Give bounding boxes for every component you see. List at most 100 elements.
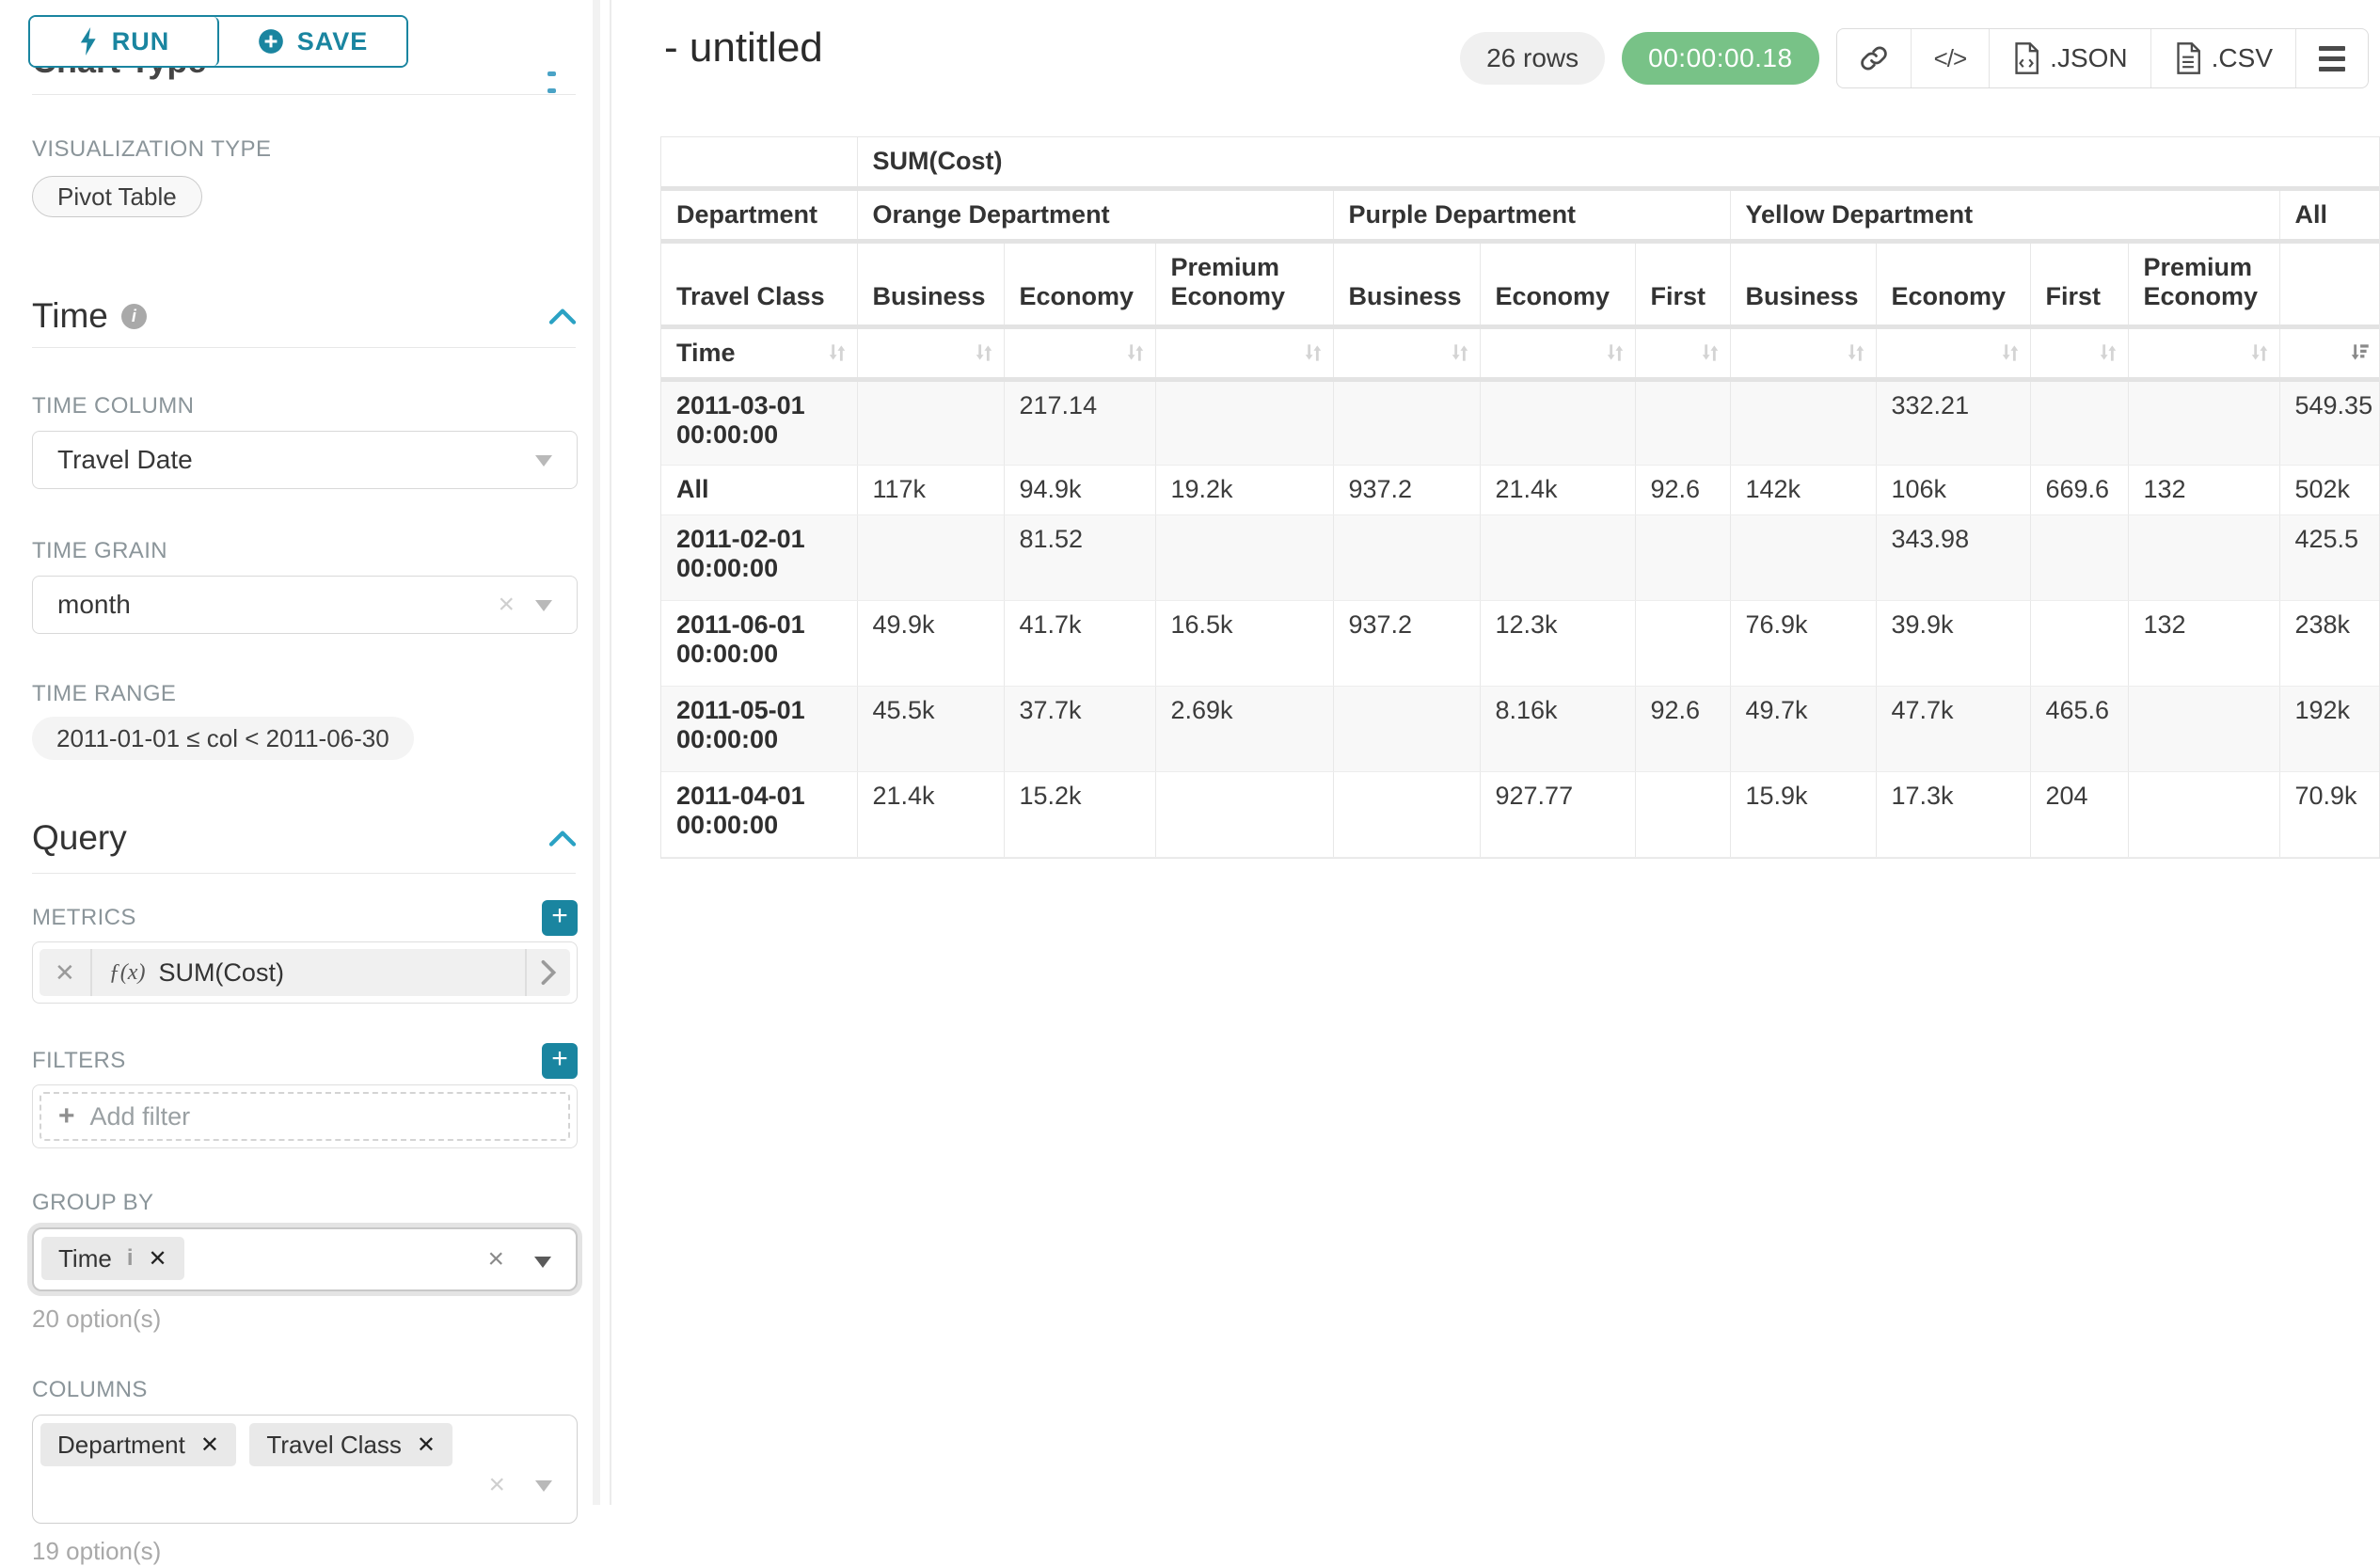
add-filter-dropzone[interactable]: + Add filter (40, 1092, 570, 1141)
value-cell: 76.9k (1730, 600, 1876, 686)
time-column-select[interactable]: Travel Date (32, 431, 578, 489)
clear-icon[interactable]: × (488, 1469, 505, 1501)
value-cell: 16.5k (1155, 600, 1333, 686)
export-button-group: </> .JSON .CSV (1836, 28, 2369, 88)
value-cell (857, 379, 1004, 465)
sort-cell[interactable] (2030, 326, 2128, 379)
value-cell: 669.6 (2030, 465, 2128, 514)
time-range-pill[interactable]: 2011-01-01 ≤ col < 2011-06-30 (32, 717, 414, 760)
value-cell: 21.4k (1480, 465, 1635, 514)
menu-button[interactable] (2296, 29, 2368, 87)
control-panel: Chart Type RUN SAVE VISUALIZATION TYPE P… (0, 0, 611, 1505)
export-csv-button[interactable]: .CSV (2151, 29, 2296, 87)
value-cell (2128, 379, 2279, 465)
visualization-type-label: VISUALIZATION TYPE (32, 136, 578, 163)
chevron-down-icon (535, 600, 552, 611)
export-json-button[interactable]: .JSON (1990, 29, 2150, 87)
value-cell: 15.9k (1730, 771, 1876, 857)
value-cell (2030, 600, 2128, 686)
value-cell: 92.6 (1635, 686, 1730, 771)
value-cell (1333, 686, 1480, 771)
hamburger-icon (2319, 46, 2345, 71)
run-button[interactable]: RUN (30, 17, 219, 66)
travel-class-header: Economy (1876, 241, 2030, 326)
group-by-select[interactable]: Time i ✕ × (32, 1227, 578, 1291)
value-cell: 465.6 (2030, 686, 2128, 771)
filters-box: + Add filter (32, 1084, 578, 1148)
chevron-down-icon (535, 1480, 552, 1492)
value-cell (1730, 379, 1876, 465)
value-cell: 2.69k (1155, 686, 1333, 771)
visualization-type-pill[interactable]: Pivot Table (32, 176, 202, 217)
sort-cell[interactable] (1480, 326, 1635, 379)
value-cell (1155, 771, 1333, 857)
info-icon: i (127, 1245, 134, 1272)
value-cell (2030, 514, 2128, 600)
chevron-right-icon[interactable] (525, 949, 570, 996)
remove-tag-icon[interactable]: ✕ (417, 1432, 436, 1459)
remove-tag-icon[interactable]: ✕ (148, 1245, 167, 1273)
sort-cell[interactable] (1333, 326, 1480, 379)
sidebar-scrollbar[interactable] (593, 0, 600, 1505)
clear-icon[interactable]: × (487, 1243, 504, 1275)
remove-metric-icon[interactable]: ✕ (40, 949, 92, 996)
sort-icon (972, 340, 996, 365)
clear-icon[interactable]: × (498, 589, 515, 621)
department-group-header: Orange Department (857, 188, 1333, 241)
link-icon (1860, 44, 1888, 72)
department-corner-cell: Department (661, 188, 857, 241)
chevron-up-icon[interactable] (547, 828, 578, 848)
collapsed-section-icons (547, 64, 582, 98)
sort-cell[interactable] (857, 326, 1004, 379)
chevron-up-icon[interactable] (547, 306, 578, 326)
row-label: All (661, 465, 857, 514)
sort-cell[interactable] (1155, 326, 1333, 379)
pivot-department-row: DepartmentOrange DepartmentPurple Depart… (661, 188, 2379, 241)
sort-cell[interactable] (1635, 326, 1730, 379)
remove-tag-icon[interactable]: ✕ (200, 1432, 219, 1459)
sort-icon (1698, 340, 1722, 365)
value-cell: 17.3k (1876, 771, 2030, 857)
row-label: 2011-06-01 00:00:00 (661, 600, 857, 686)
columns-tag: Travel Class ✕ (249, 1423, 452, 1466)
value-cell: 8.16k (1480, 686, 1635, 771)
pivot-table: SUM(Cost)DepartmentOrange DepartmentPurp… (660, 136, 2380, 859)
sort-cell[interactable] (2128, 326, 2279, 379)
value-cell: 12.3k (1480, 600, 1635, 686)
value-cell: 927.77 (1480, 771, 1635, 857)
travel-class-header: Economy (1004, 241, 1155, 326)
time-grain-select[interactable]: month × (32, 576, 578, 634)
columns-options-count: 19 option(s) (32, 1537, 578, 1566)
save-button[interactable]: SAVE (219, 17, 406, 66)
sort-cell[interactable] (1876, 326, 2030, 379)
travel-class-header: Business (857, 241, 1004, 326)
sort-icon (1301, 340, 1325, 365)
value-cell: 19.2k (1155, 465, 1333, 514)
add-filter-button[interactable]: + (542, 1043, 578, 1079)
add-metric-button[interactable]: + (542, 900, 578, 936)
sort-cell-time[interactable]: Time (661, 326, 857, 379)
sort-cell[interactable] (1730, 326, 1876, 379)
row-count-badge: 26 rows (1460, 32, 1605, 85)
value-cell: 238k (2279, 600, 2379, 686)
time-grain-label: TIME GRAIN (32, 538, 578, 564)
sort-icon (1603, 340, 1627, 365)
metric-pill[interactable]: ✕ ƒ(x) SUM(Cost) (40, 949, 570, 996)
value-cell: 343.98 (1876, 514, 2030, 600)
copy-link-button[interactable] (1837, 29, 1912, 87)
chart-title[interactable]: - untitled (664, 24, 823, 71)
value-cell: 41.7k (1004, 600, 1155, 686)
columns-select[interactable]: Department ✕ Travel Class ✕ × (32, 1415, 578, 1524)
value-cell: 142k (1730, 465, 1876, 514)
value-cell (1333, 379, 1480, 465)
sort-cell[interactable] (1004, 326, 1155, 379)
embed-code-button[interactable]: </> (1912, 29, 1991, 87)
travel-class-header: Business (1333, 241, 1480, 326)
sort-cell[interactable] (2279, 326, 2379, 379)
table-row: 2011-06-01 00:00:0049.9k41.7k16.5k937.21… (661, 600, 2379, 686)
table-row: 2011-04-01 00:00:0021.4k15.2k927.7715.9k… (661, 771, 2379, 857)
query-timer-badge: 00:00:00.18 (1622, 32, 1818, 85)
value-cell (1635, 379, 1730, 465)
row-label: 2011-02-01 00:00:00 (661, 514, 857, 600)
value-cell (1333, 771, 1480, 857)
